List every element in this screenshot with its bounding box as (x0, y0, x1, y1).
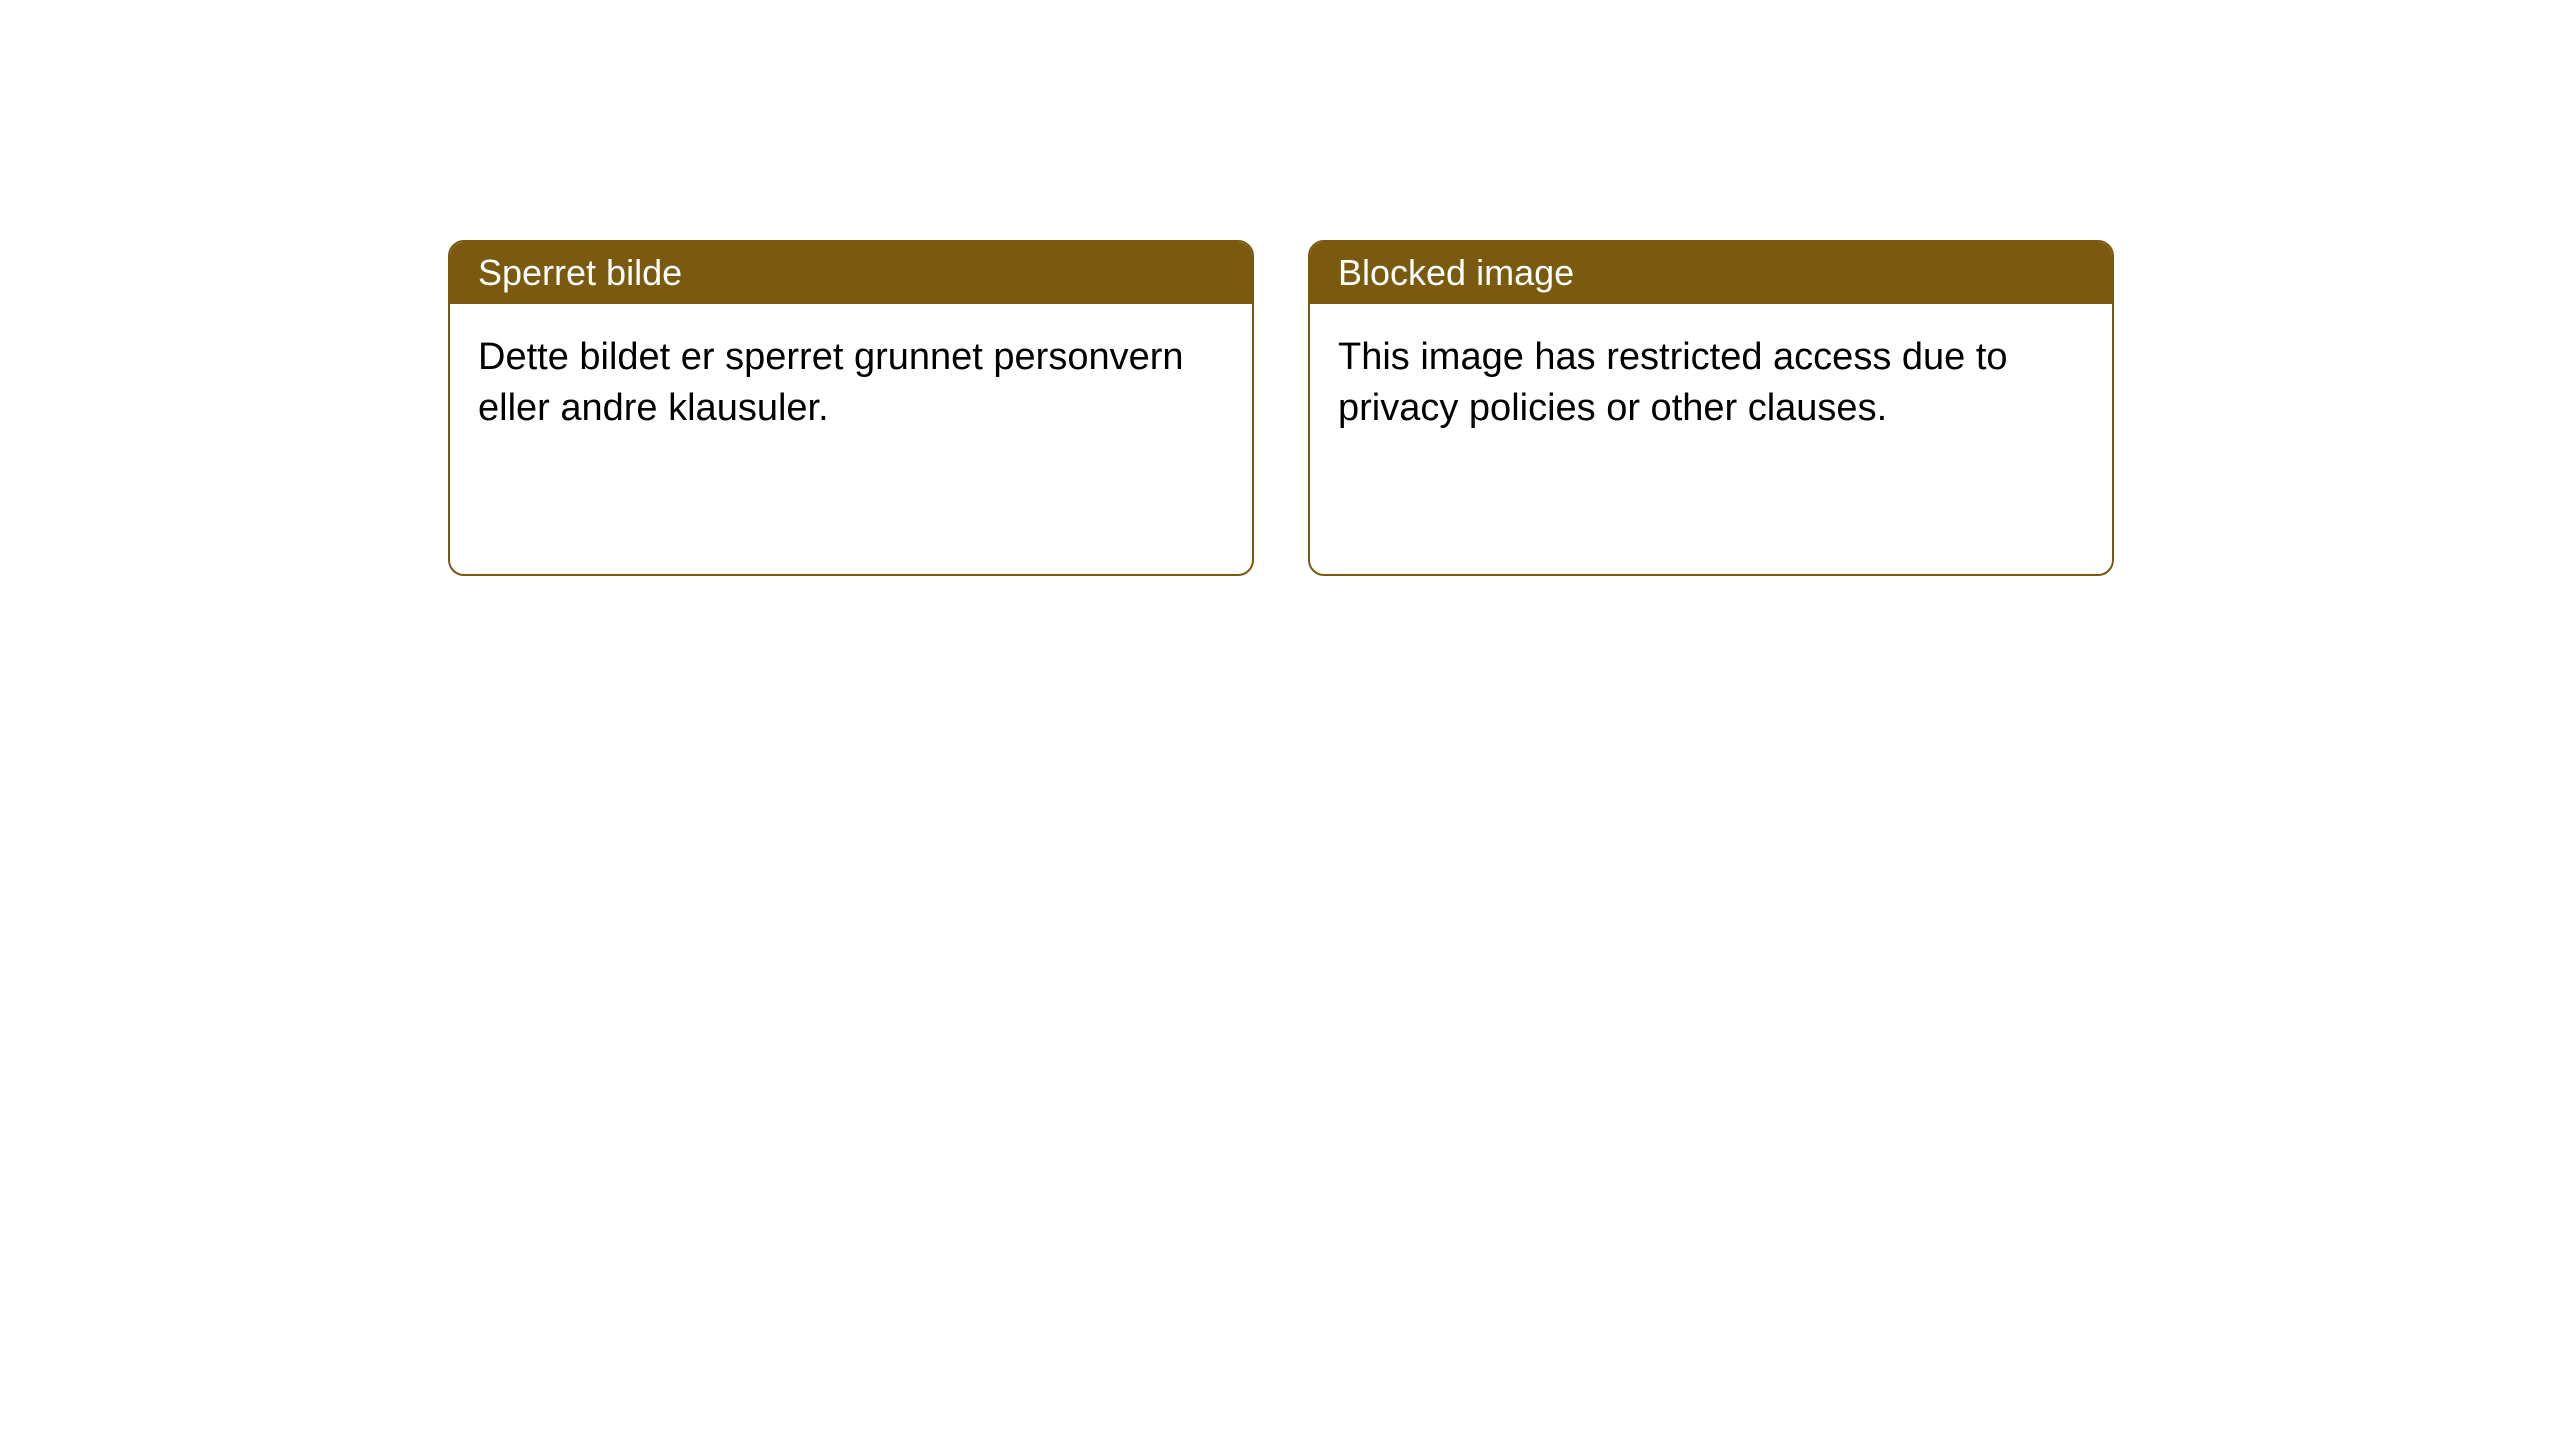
card-message: This image has restricted access due to … (1338, 336, 2008, 429)
card-header: Sperret bilde (450, 242, 1252, 304)
card-body: This image has restricted access due to … (1310, 304, 2112, 463)
card-header: Blocked image (1310, 242, 2112, 304)
notice-card-english: Blocked image This image has restricted … (1308, 240, 2114, 576)
notice-card-norwegian: Sperret bilde Dette bildet er sperret gr… (448, 240, 1254, 576)
card-title: Sperret bilde (478, 252, 682, 293)
card-message: Dette bildet er sperret grunnet personve… (478, 336, 1184, 429)
notice-cards-container: Sperret bilde Dette bildet er sperret gr… (448, 240, 2114, 576)
card-body: Dette bildet er sperret grunnet personve… (450, 304, 1252, 463)
card-title: Blocked image (1338, 252, 1574, 293)
